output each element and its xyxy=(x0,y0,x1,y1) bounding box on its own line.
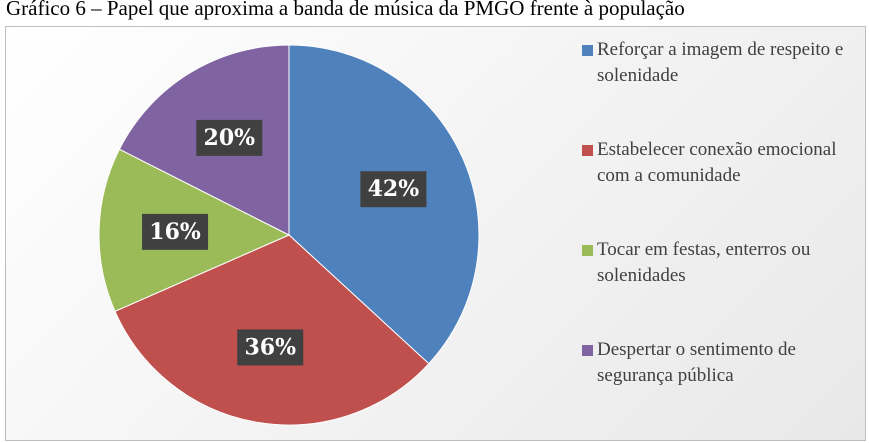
legend-label: Reforçar a imagem de respeito e solenida… xyxy=(597,39,844,86)
legend-label: Estabelecer conexão emocional com a comu… xyxy=(597,139,837,186)
legend-item: Tocar em festas, enterros ou solenidades xyxy=(582,237,862,337)
legend-item: Despertar o sentimento de segurança públ… xyxy=(582,337,862,437)
data-label-box xyxy=(142,213,209,250)
legend-label: Despertar o sentimento de segurança públ… xyxy=(597,339,796,386)
legend-item: Estabelecer conexão emocional com a comu… xyxy=(582,137,862,237)
legend-swatch xyxy=(582,145,593,156)
data-label: 42% xyxy=(368,176,420,202)
legend-swatch xyxy=(582,45,593,56)
legend-swatch xyxy=(582,245,593,256)
data-label: 20% xyxy=(204,125,256,151)
data-label: 36% xyxy=(244,334,296,360)
data-label-box xyxy=(196,119,263,156)
legend: Reforçar a imagem de respeito e solenida… xyxy=(582,37,862,437)
data-label-box xyxy=(237,329,304,366)
legend-item: Reforçar a imagem de respeito e solenida… xyxy=(582,37,862,137)
data-label: 16% xyxy=(149,219,201,245)
legend-swatch xyxy=(582,345,593,356)
data-label-box xyxy=(360,171,427,208)
legend-label: Tocar em festas, enterros ou solenidades xyxy=(597,239,811,286)
chart-title: Gráfico 6 – Papel que aproxima a banda d… xyxy=(6,0,685,20)
